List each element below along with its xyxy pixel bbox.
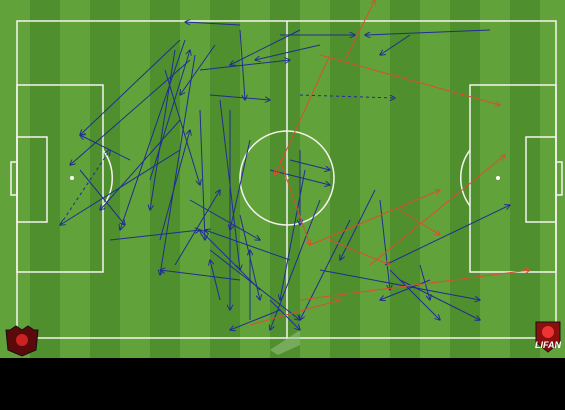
penalty-spot bbox=[70, 176, 74, 180]
page: LIFAN (() => { const data = JSON.parse(d… bbox=[0, 0, 565, 410]
penalty-spot bbox=[496, 176, 500, 180]
stripe bbox=[90, 0, 120, 358]
stripe bbox=[30, 0, 60, 358]
stripe bbox=[480, 0, 510, 358]
stripe bbox=[0, 0, 30, 358]
stripe bbox=[360, 0, 390, 358]
stripe bbox=[240, 0, 270, 358]
home-crest bbox=[6, 326, 38, 356]
crest-emblem bbox=[16, 334, 28, 346]
stripe bbox=[210, 0, 240, 358]
away-crest: LIFAN bbox=[535, 322, 561, 352]
stripe bbox=[180, 0, 210, 358]
stripe bbox=[390, 0, 420, 358]
crest-label: LIFAN bbox=[535, 340, 561, 350]
pass-map: LIFAN bbox=[0, 0, 565, 410]
stripe bbox=[120, 0, 150, 358]
stripe bbox=[510, 0, 540, 358]
crest-emblem bbox=[542, 326, 554, 338]
stripe bbox=[60, 0, 90, 358]
